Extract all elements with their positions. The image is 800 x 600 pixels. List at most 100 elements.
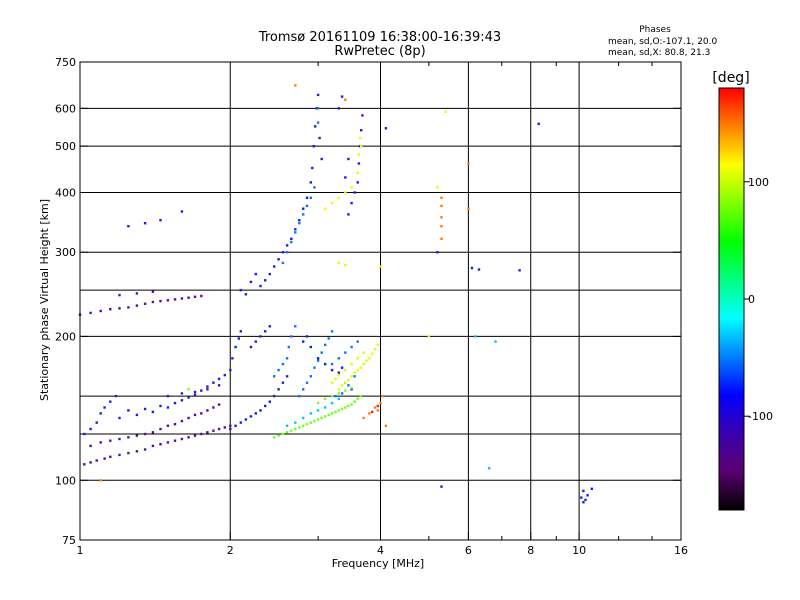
data-point [357,153,361,156]
data-point [273,375,276,378]
data-points [78,84,593,504]
data-point [324,406,327,409]
data-point [254,340,257,343]
data-point [118,293,121,297]
data-point [337,388,340,391]
data-point [193,434,197,437]
data-point [365,359,368,362]
data-point [305,381,309,384]
data-point [313,186,316,189]
data-point [212,381,215,384]
data-point [350,388,353,391]
data-point [334,410,337,414]
data-point [234,424,237,427]
data-point [440,216,443,219]
data-point [290,429,293,432]
data-point [151,431,155,434]
data-point [109,439,112,442]
data-point [127,436,130,439]
data-point [135,434,139,437]
data-point [305,423,309,426]
data-point [206,431,209,434]
data-point [290,240,293,244]
data-point [95,459,98,462]
data-point [477,268,481,271]
data-point [135,292,139,295]
data-point [229,368,232,372]
data-point [264,330,267,333]
data-point [316,107,320,110]
data-point [359,394,362,398]
data-point [180,297,184,300]
data-point [89,427,92,431]
data-point [135,450,139,453]
data-point [143,302,147,305]
data-point [217,427,221,431]
data-point [337,397,340,401]
y-axis-label: Stationary phase Virtual Height [km] [38,199,51,401]
data-point [537,122,540,125]
data-point [285,424,289,427]
stats-line-o: mean, sd,O:-107.1, 20.0 [608,37,718,47]
data-point [298,222,301,225]
data-point [376,343,379,347]
data-point [217,377,221,381]
data-point [362,362,365,366]
data-point [309,196,312,199]
data-point [200,389,203,392]
data-point [268,272,271,276]
data-point [103,406,106,409]
data-point [298,394,301,398]
data-point [273,436,276,439]
data-point [340,366,344,369]
data-point [239,288,242,292]
data-point [264,404,267,408]
data-point [118,453,121,457]
data-point [494,340,497,343]
data-point [316,121,320,124]
data-point [384,424,388,427]
data-point [294,325,297,328]
data-point [376,404,379,408]
data-point [99,412,102,415]
data-point [344,368,347,372]
data-point [229,424,232,427]
data-point [518,269,521,272]
data-point [294,228,297,231]
x-tick-label: 4 [377,544,384,557]
data-point [135,304,139,307]
data-point [89,311,92,315]
y-tick-label: 600 [55,102,76,115]
data-point [294,427,297,431]
data-point [384,127,388,130]
data-point [273,265,276,268]
data-point [223,373,226,377]
data-point [344,98,347,101]
data-point [285,375,289,378]
data-point [347,157,350,161]
data-point [244,418,248,421]
data-point [193,295,197,298]
data-point [313,419,316,423]
data-point [127,225,130,228]
data-point [268,400,271,403]
data-point [305,196,309,199]
data-point [356,181,359,184]
data-point [427,335,431,338]
data-point [281,381,285,384]
data-point [159,443,162,446]
data-point [318,136,321,140]
data-point [114,394,118,398]
data-point [298,219,301,222]
data-point [324,415,327,418]
data-point [173,423,177,426]
data-point [231,357,234,360]
data-point [334,377,337,381]
data-point [127,409,130,412]
data-point [350,345,353,349]
data-point [347,378,350,382]
data-point [159,427,162,431]
data-point [217,384,221,387]
data-point [337,371,340,374]
data-point [254,412,257,415]
